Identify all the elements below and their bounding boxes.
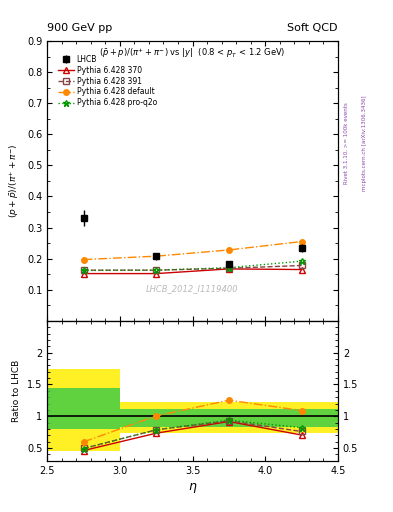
Text: Soft QCD: Soft QCD: [288, 23, 338, 33]
Text: $(\bar{p}+p)/(\pi^{+}+\pi^{-})$ vs $|y|$  (0.8 < $p_{T}$ < 1.2 GeV): $(\bar{p}+p)/(\pi^{+}+\pi^{-})$ vs $|y|$…: [99, 47, 286, 60]
Pythia 6.428 pro-q2o: [154, 267, 158, 273]
Line: Pythia 6.428 default: Pythia 6.428 default: [81, 239, 305, 262]
Line: Pythia 6.428 370: Pythia 6.428 370: [81, 266, 305, 276]
Pythia 6.428 default: [154, 253, 158, 259]
Pythia 6.428 391: [299, 263, 304, 269]
Line: Pythia 6.428 391: Pythia 6.428 391: [81, 263, 305, 273]
Text: mcplots.cern.ch [arXiv:1306.3436]: mcplots.cern.ch [arXiv:1306.3436]: [362, 96, 367, 191]
Bar: [47, 369, 120, 451]
Pythia 6.428 370: [227, 266, 231, 272]
Pythia 6.428 391: [154, 267, 158, 273]
Pythia 6.428 pro-q2o: [299, 258, 304, 264]
Legend: LHCB, Pythia 6.428 370, Pythia 6.428 391, Pythia 6.428 default, Pythia 6.428 pro: LHCB, Pythia 6.428 370, Pythia 6.428 391…: [57, 53, 158, 109]
Pythia 6.428 370: [299, 266, 304, 272]
Pythia 6.428 default: [299, 239, 304, 245]
Bar: [47, 388, 120, 429]
Pythia 6.428 default: [227, 247, 231, 253]
Text: LHCB_2012_I1119400: LHCB_2012_I1119400: [146, 284, 239, 293]
Pythia 6.428 391: [227, 265, 231, 271]
Bar: [120, 402, 338, 434]
Pythia 6.428 370: [154, 270, 158, 276]
Text: Rivet 3.1.10, >= 100k events: Rivet 3.1.10, >= 100k events: [344, 102, 349, 184]
Pythia 6.428 391: [81, 267, 86, 273]
Pythia 6.428 pro-q2o: [81, 267, 86, 273]
Pythia 6.428 default: [81, 257, 86, 263]
Y-axis label: $(p+\bar{p})/(\pi^{+} + \pi^{-})$: $(p+\bar{p})/(\pi^{+} + \pi^{-})$: [8, 144, 21, 218]
X-axis label: $\eta$: $\eta$: [188, 481, 197, 495]
Bar: [120, 409, 338, 427]
Line: Pythia 6.428 pro-q2o: Pythia 6.428 pro-q2o: [80, 258, 305, 274]
Y-axis label: Ratio to LHCB: Ratio to LHCB: [12, 360, 21, 422]
Text: 900 GeV pp: 900 GeV pp: [47, 23, 112, 33]
Pythia 6.428 370: [81, 270, 86, 276]
Pythia 6.428 pro-q2o: [227, 265, 231, 271]
